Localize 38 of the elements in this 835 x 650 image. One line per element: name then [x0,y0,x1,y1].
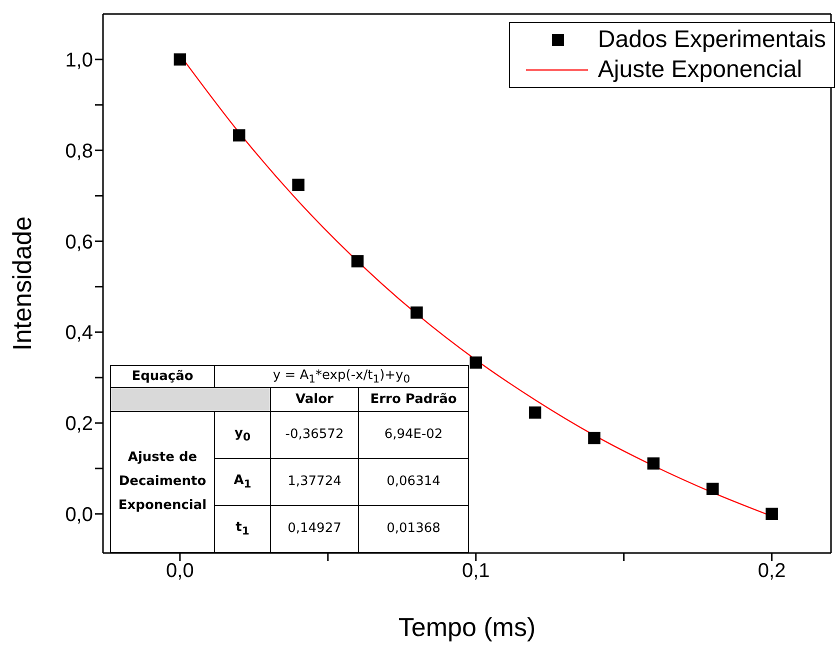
point [470,356,482,369]
y-axis-title: Intensidade [7,216,38,351]
x-tick-label: 0,1 [462,560,490,582]
point [292,178,304,192]
annotation: y$_{0}$ [234,426,251,444]
point [233,129,246,142]
point [174,53,186,66]
annotation: 1,37724 [288,474,342,490]
annotation: y = A$_{1}$*exp(-x/t$_{1}$)+y$_{0}$ [272,368,410,386]
point [351,255,364,268]
annotation: -0,36572 [285,427,344,442]
legend-label: Ajuste Exponencial [598,56,802,84]
y-tick-label: 0,2 [65,413,93,436]
point [528,406,542,419]
y-tick-label: 0,8 [65,140,93,162]
annotation: 6,94E-02 [384,427,443,442]
annotation: Equação [132,369,194,384]
annotation: Ajuste de Decaimento Exponencial [118,450,207,513]
point [706,482,719,496]
annotation: A$_{1}$ [234,473,252,491]
annotation: 0,01368 [386,521,440,536]
y-tick-label: 1,0 [65,50,93,72]
point [647,457,660,470]
y-tick-label: 0,6 [65,231,93,254]
annotation: Valor [296,392,334,407]
x-axis-title: Tempo (ms) [398,612,536,642]
legend-label: Dados Experimentais [598,26,826,54]
point [588,432,600,444]
y-tick-label: 0,4 [65,322,93,344]
annotation: Erro Padrão [370,392,457,407]
point [410,306,423,319]
x-tick-label: 0,0 [166,560,194,582]
point [766,508,778,520]
x-tick-label: 0,2 [758,560,786,582]
annotation: t$_{1}$ [236,520,250,538]
annotation: 0,06314 [386,474,440,490]
annotation: 0,14927 [288,521,342,536]
y-tick-label: 0,0 [65,504,93,526]
